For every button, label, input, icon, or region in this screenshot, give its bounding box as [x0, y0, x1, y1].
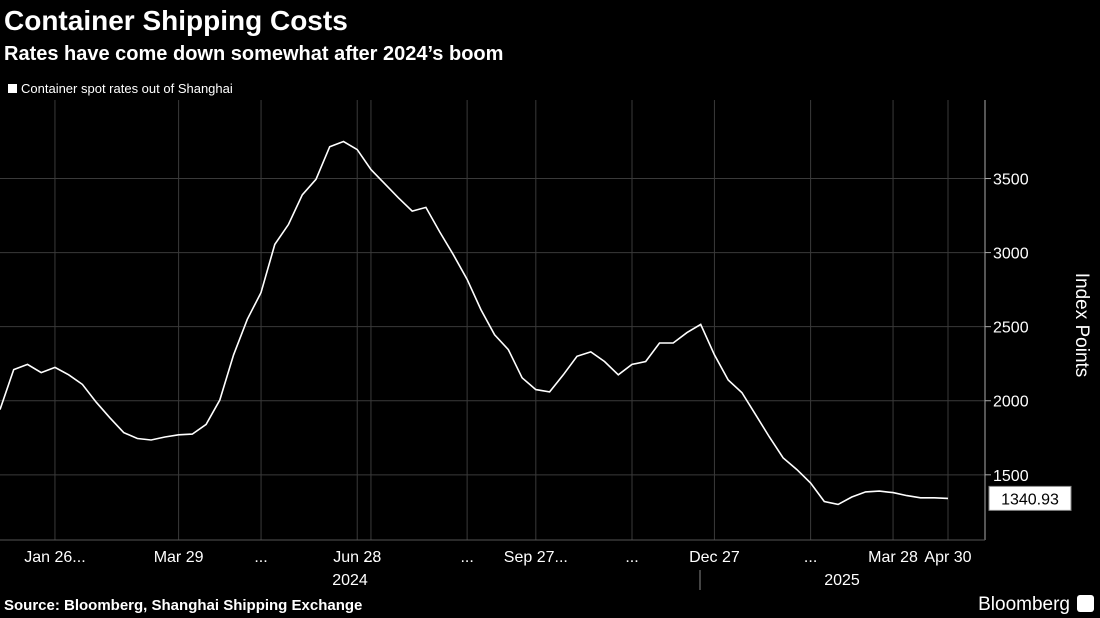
x-tick-label: Mar 29	[154, 549, 204, 566]
legend-swatch	[8, 84, 17, 93]
y-tick-label: 2000	[993, 394, 1029, 411]
x-tick-label: Dec 27	[689, 549, 740, 566]
x-group-label: 2024	[332, 572, 368, 589]
x-tick-label: ...	[804, 549, 817, 566]
y-tick-label: 2500	[993, 320, 1029, 337]
y-tick-label: 1500	[993, 468, 1029, 485]
source: Source: Bloomberg, Shanghai Shipping Exc…	[4, 597, 362, 614]
x-tick-label: Mar 28	[868, 549, 918, 566]
last-value-label: 1340.93	[1001, 491, 1059, 508]
x-tick-label: ...	[364, 549, 377, 566]
data-line	[0, 140, 949, 506]
x-tick-label: Jun 28	[333, 549, 381, 566]
x-tick-label: ...	[254, 549, 267, 566]
chart-title: Container Shipping Costs	[4, 5, 348, 36]
x-tick-label: ...	[625, 549, 638, 566]
y-tick-label: 3000	[993, 246, 1029, 263]
x-tick-label: ...	[460, 549, 473, 566]
x-tick-label: Apr 30	[924, 549, 971, 566]
x-tick-label: Jan 26...	[24, 549, 85, 566]
x-tick-label: Sep 27...	[504, 549, 568, 566]
y-tick-label: 3500	[993, 172, 1029, 189]
chart-subtitle: Rates have come down somewhat after 2024…	[4, 43, 503, 65]
last-value-box	[988, 485, 1072, 511]
brand-icon	[1077, 595, 1094, 612]
y-axis-label: Index Points	[1071, 273, 1092, 378]
legend-label: Container spot rates out of Shanghai	[21, 81, 233, 96]
brand: Bloomberg	[978, 594, 1070, 615]
x-group-label: 2025	[824, 572, 860, 589]
